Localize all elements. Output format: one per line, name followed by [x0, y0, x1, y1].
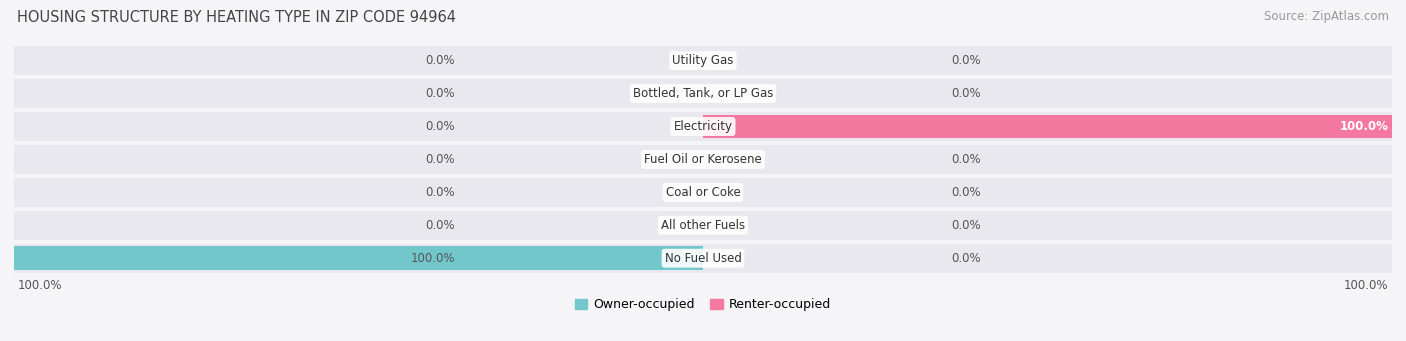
Bar — [14, 46, 703, 75]
Bar — [14, 145, 703, 174]
Text: 100.0%: 100.0% — [1344, 279, 1389, 292]
Text: 0.0%: 0.0% — [950, 153, 980, 166]
Text: 100.0%: 100.0% — [17, 279, 62, 292]
Text: Coal or Coke: Coal or Coke — [665, 186, 741, 199]
Text: 0.0%: 0.0% — [950, 219, 980, 232]
Bar — [14, 211, 703, 240]
Text: Electricity: Electricity — [673, 120, 733, 133]
Bar — [703, 244, 1392, 273]
Bar — [703, 79, 1392, 108]
Text: All other Fuels: All other Fuels — [661, 219, 745, 232]
Bar — [14, 178, 703, 207]
Text: 0.0%: 0.0% — [426, 54, 456, 67]
Text: HOUSING STRUCTURE BY HEATING TYPE IN ZIP CODE 94964: HOUSING STRUCTURE BY HEATING TYPE IN ZIP… — [17, 10, 456, 25]
Bar — [703, 145, 1392, 174]
Text: 0.0%: 0.0% — [426, 219, 456, 232]
Text: 0.0%: 0.0% — [426, 186, 456, 199]
Text: 100.0%: 100.0% — [411, 252, 456, 265]
Text: 0.0%: 0.0% — [950, 186, 980, 199]
Text: Bottled, Tank, or LP Gas: Bottled, Tank, or LP Gas — [633, 87, 773, 100]
Bar — [703, 112, 1392, 141]
Text: 0.0%: 0.0% — [426, 120, 456, 133]
Text: Utility Gas: Utility Gas — [672, 54, 734, 67]
Text: No Fuel Used: No Fuel Used — [665, 252, 741, 265]
Text: 0.0%: 0.0% — [950, 252, 980, 265]
Text: Source: ZipAtlas.com: Source: ZipAtlas.com — [1264, 10, 1389, 23]
Text: 0.0%: 0.0% — [950, 87, 980, 100]
Bar — [703, 46, 1392, 75]
Text: Fuel Oil or Kerosene: Fuel Oil or Kerosene — [644, 153, 762, 166]
Text: 0.0%: 0.0% — [426, 153, 456, 166]
Text: 0.0%: 0.0% — [426, 87, 456, 100]
Bar — [14, 79, 703, 108]
Bar — [14, 246, 703, 270]
Bar — [14, 112, 703, 141]
Text: 100.0%: 100.0% — [1340, 120, 1389, 133]
Bar — [14, 244, 703, 273]
Bar — [703, 211, 1392, 240]
Bar — [703, 178, 1392, 207]
Bar — [703, 115, 1392, 138]
Text: 0.0%: 0.0% — [950, 54, 980, 67]
Legend: Owner-occupied, Renter-occupied: Owner-occupied, Renter-occupied — [569, 293, 837, 316]
